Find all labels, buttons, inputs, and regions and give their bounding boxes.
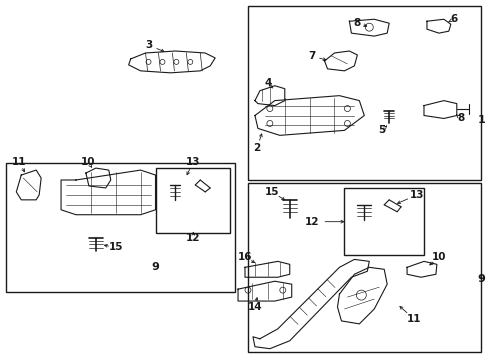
- Text: 12: 12: [304, 217, 319, 227]
- Text: 13: 13: [410, 190, 424, 200]
- Text: 9: 9: [478, 274, 486, 284]
- Bar: [6, 163, 235, 292]
- Text: 2: 2: [253, 143, 261, 153]
- Text: 11: 11: [407, 314, 421, 324]
- Text: 16: 16: [238, 252, 252, 262]
- Bar: [248, 6, 481, 180]
- Text: 5: 5: [379, 125, 386, 135]
- Text: 10: 10: [81, 157, 95, 167]
- Bar: [155, 168, 230, 233]
- Text: 10: 10: [432, 252, 446, 262]
- Text: 4: 4: [264, 78, 271, 88]
- Text: 11: 11: [12, 157, 26, 167]
- Text: 15: 15: [108, 243, 123, 252]
- Text: 12: 12: [186, 233, 200, 243]
- Text: 14: 14: [247, 302, 262, 312]
- Text: 1: 1: [478, 116, 486, 126]
- Text: 9: 9: [151, 262, 159, 272]
- Text: 8: 8: [354, 18, 361, 28]
- Bar: [344, 188, 424, 255]
- Bar: [248, 183, 481, 352]
- Text: 8: 8: [457, 113, 465, 123]
- Text: 13: 13: [186, 157, 200, 167]
- Text: 6: 6: [450, 14, 458, 24]
- Text: 3: 3: [145, 40, 152, 50]
- Text: 7: 7: [308, 51, 315, 61]
- Text: 15: 15: [265, 187, 279, 197]
